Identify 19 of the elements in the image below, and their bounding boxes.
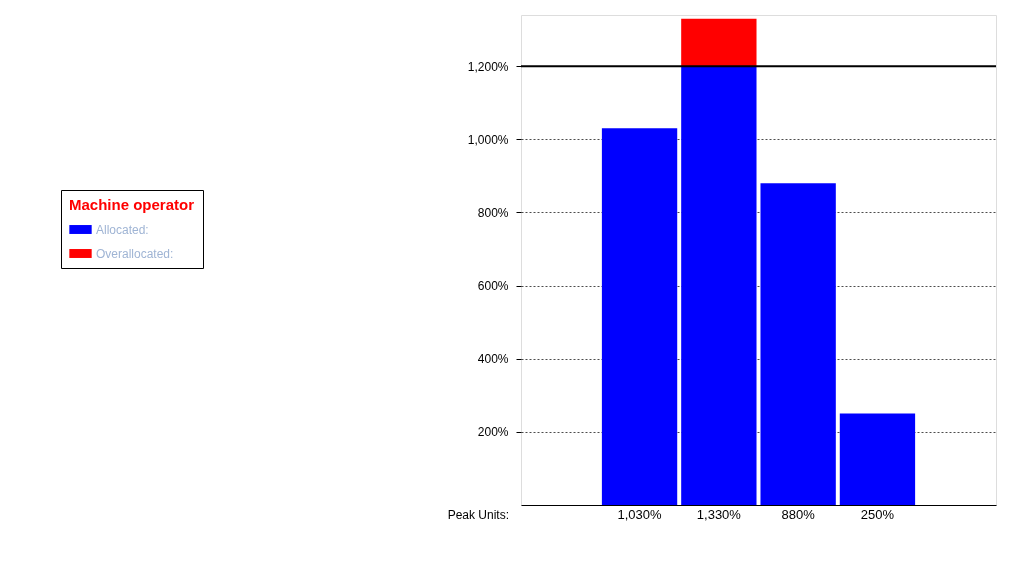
- y-tick-label: 400%: [477, 352, 509, 367]
- total-label: 1,330%: [696, 507, 742, 522]
- y-tick-label: 600%: [477, 279, 509, 294]
- legend-title: Machine operator: [69, 196, 195, 213]
- y-tick-label: 1,000%: [467, 132, 509, 147]
- y-tick-label: 200%: [477, 425, 509, 440]
- legend-label: Allocated:: [96, 222, 149, 237]
- bar: [681, 18, 757, 67]
- total-label: 880%: [781, 507, 816, 522]
- bar: [681, 66, 757, 505]
- y-tick-label: 1,200%: [467, 59, 509, 74]
- total-label: 1,030%: [617, 507, 663, 522]
- text: Peak Units:: [447, 508, 509, 522]
- bar: [601, 128, 678, 505]
- total-label: 250%: [860, 507, 895, 522]
- bar: [839, 413, 916, 505]
- legend-label: Overallocated:: [96, 246, 174, 261]
- bar: [760, 183, 836, 505]
- y-tick-label: 800%: [477, 205, 509, 220]
